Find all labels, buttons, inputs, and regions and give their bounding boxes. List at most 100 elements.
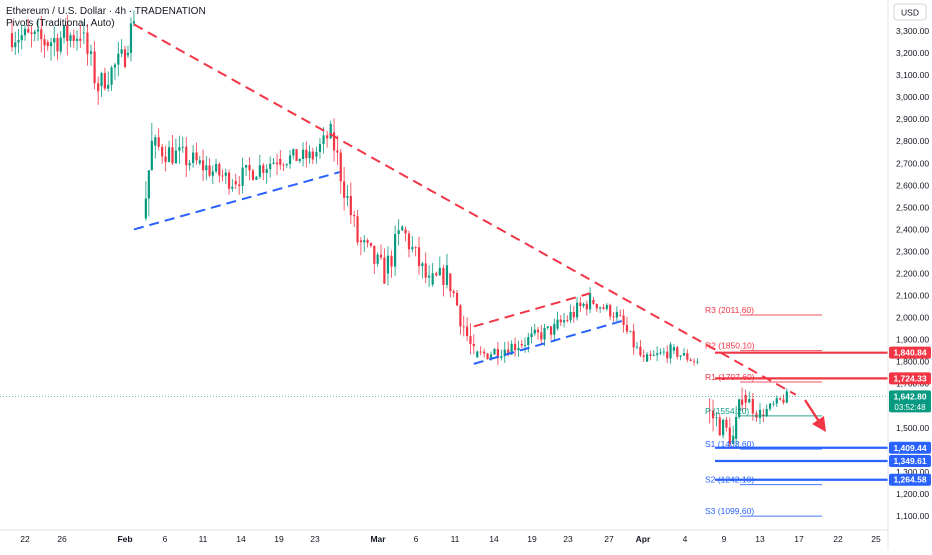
candle-194	[669, 344, 672, 359]
indicator-title[interactable]: Pivots (Traditional, Auto)	[6, 18, 115, 29]
time-tick-13: 23	[563, 534, 573, 544]
candle-2	[17, 40, 20, 43]
price-tick-4: 1,500.00	[896, 423, 929, 433]
candle-34	[123, 49, 127, 68]
candle-214	[744, 394, 747, 403]
candle-80	[285, 164, 288, 166]
candle-203	[708, 410, 711, 411]
candle-142	[496, 349, 499, 358]
candle-78	[279, 158, 282, 165]
candle-88	[311, 151, 314, 160]
price-badge-text-1: 1,724.33	[893, 373, 926, 383]
candle-69	[248, 165, 251, 171]
candle-178	[615, 312, 619, 318]
candle-188	[649, 354, 652, 356]
candle-138	[483, 351, 486, 354]
candle-191	[659, 352, 662, 354]
time-tick-4: 11	[199, 534, 208, 544]
candle-79	[282, 164, 285, 166]
candle-95	[336, 150, 339, 153]
candle-16	[62, 25, 66, 38]
candle-107	[376, 254, 379, 264]
candle-119	[417, 247, 421, 267]
candle-77	[275, 162, 279, 165]
candle-136	[476, 351, 479, 358]
candle-200	[689, 359, 692, 361]
currency-box[interactable]	[893, 3, 927, 21]
candle-210	[732, 435, 735, 444]
time-tick-10: 11	[451, 534, 460, 544]
price-badge-0[interactable]	[889, 346, 931, 359]
candle-99	[349, 196, 352, 216]
candle-129	[452, 291, 455, 294]
candle-76	[272, 162, 275, 164]
candle-220	[765, 408, 768, 417]
price-badge-4[interactable]	[889, 454, 931, 467]
candle-115	[404, 229, 407, 234]
candle-211	[735, 416, 738, 439]
time-axis: 22 26 Feb 6 11 14 19 23 Mar 6 11 14 19 23 27 Apr 4 9 13 17 2…	[0, 529, 888, 544]
candle-216	[751, 399, 754, 414]
candle-98	[346, 196, 349, 198]
candle-89	[315, 151, 318, 157]
symbol-title[interactable]: Ethereum / U.S. Dollar · 4h · TRADENATIO…	[6, 6, 206, 17]
candle-226	[785, 391, 788, 403]
candles-layer	[10, 10, 788, 449]
candle-141	[493, 349, 496, 355]
candle-137	[479, 351, 482, 353]
candle-5	[27, 28, 30, 33]
price-badge-5[interactable]	[889, 473, 931, 486]
time-tick-14: 27	[604, 534, 614, 544]
pivot-label-3: P (1554.20)	[705, 406, 749, 416]
candle-20	[75, 38, 79, 42]
candle-104	[366, 240, 369, 243]
candle-145	[507, 349, 510, 355]
time-tick-20: 22	[833, 534, 843, 544]
candle-42	[157, 137, 160, 147]
candle-174	[602, 307, 605, 309]
trendline-descending-resistance[interactable]	[133, 23, 797, 396]
candle-92	[326, 135, 329, 139]
trendline-channel-top[interactable]	[473, 292, 591, 328]
candle-128	[449, 273, 452, 292]
price-tick-15: 2,600.00	[896, 180, 929, 190]
candle-50	[185, 146, 188, 166]
pivot-label-4: S1 (1403.60)	[705, 439, 754, 449]
candle-186	[642, 355, 645, 357]
candle-41	[154, 137, 157, 146]
candle-10	[43, 39, 46, 46]
price-tick-1: 1,200.00	[896, 489, 929, 499]
candle-153	[533, 329, 536, 334]
pivot-label-6: S3 (1099.60)	[705, 506, 754, 516]
candle-215	[748, 399, 751, 403]
candle-21	[79, 38, 82, 41]
candle-198	[682, 353, 686, 356]
candle-39	[147, 170, 150, 199]
candle-172	[595, 303, 598, 309]
candle-204	[711, 410, 715, 419]
time-tick-16: 4	[683, 534, 688, 544]
candle-74	[265, 169, 268, 173]
price-badge-3[interactable]	[889, 441, 931, 454]
price-tick-7: 1,800.00	[896, 357, 929, 367]
price-badge-2[interactable]	[889, 390, 931, 413]
time-tick-8: Mar	[370, 534, 386, 544]
candle-156	[543, 327, 546, 340]
candle-190	[656, 353, 659, 356]
time-tick-17: 9	[722, 534, 727, 544]
forecast-arrow-head	[812, 416, 826, 432]
candle-25	[93, 51, 96, 84]
price-tick-8: 1,900.00	[896, 335, 929, 345]
candle-169	[585, 303, 588, 310]
trendline-february-support[interactable]	[133, 171, 340, 231]
candle-192	[662, 351, 665, 353]
price-tick-22: 3,300.00	[896, 26, 929, 36]
time-tick-12: 19	[527, 534, 537, 544]
candle-59	[214, 164, 218, 172]
candle-134	[469, 336, 472, 345]
pivot-label-0: R3 (2011.60)	[705, 305, 754, 315]
candle-82	[292, 149, 295, 156]
trendline-channel-bottom[interactable]	[473, 318, 627, 365]
price-badge-1[interactable]	[889, 372, 931, 385]
